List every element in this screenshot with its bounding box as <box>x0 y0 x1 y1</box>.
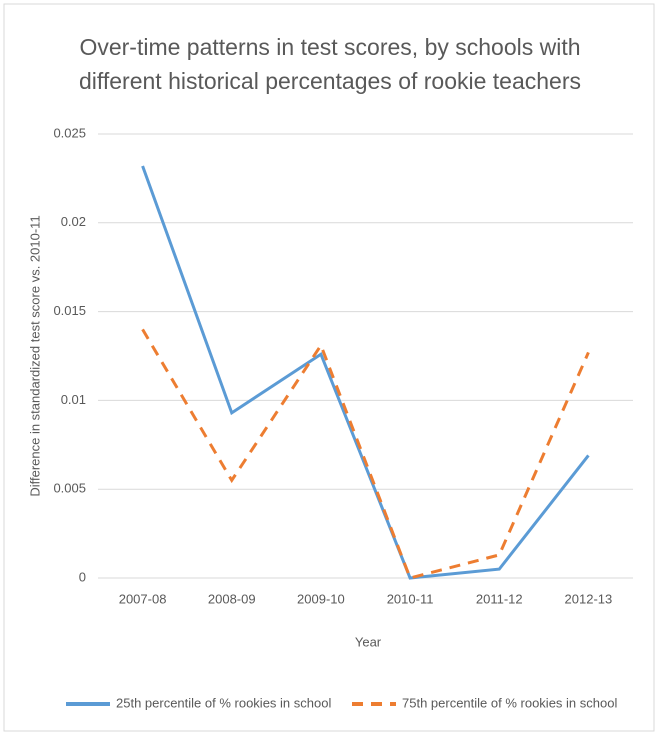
y-tick-label: 0.02 <box>61 214 86 229</box>
y-axis-label: Difference in standardized test score vs… <box>27 215 42 496</box>
x-tick-label: 2009-10 <box>297 591 345 606</box>
x-tick-label: 2008-09 <box>208 591 256 606</box>
x-tick-label: 2011-12 <box>476 591 523 606</box>
y-tick-label: 0.01 <box>61 392 86 407</box>
y-tick-label: 0.025 <box>53 125 86 140</box>
chart-border <box>3 3 655 732</box>
y-tick-label: 0.005 <box>53 481 86 496</box>
y-tick-label: 0.015 <box>53 303 86 318</box>
x-tick-label: 2012-13 <box>565 591 613 606</box>
chart-title: Over-time patterns in test scores, by sc… <box>78 34 582 94</box>
x-tick-label: 2010-11 <box>387 591 434 606</box>
x-axis-label: Year <box>355 634 382 649</box>
y-tick-label: 0 <box>79 569 86 584</box>
series-line <box>141 328 590 580</box>
legend-label: 25th percentile of % rookies in school <box>116 695 331 710</box>
legend-label: 75th percentile of % rookies in school <box>402 695 617 710</box>
series-line <box>141 165 590 580</box>
x-tick-label: 2007-08 <box>119 591 167 606</box>
